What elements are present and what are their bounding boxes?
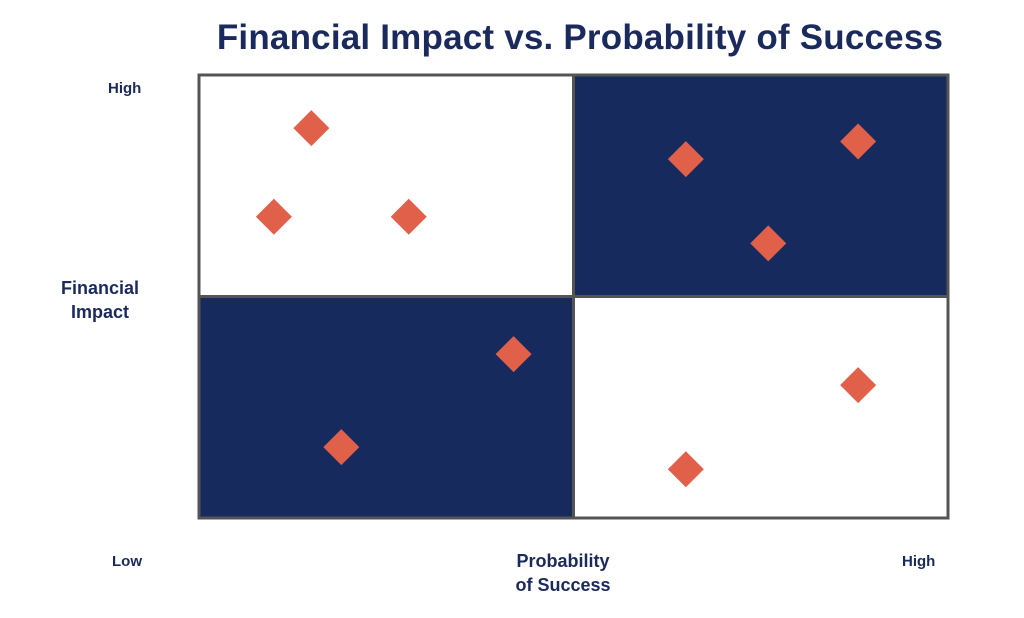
data-point-9	[840, 367, 877, 404]
plot-border	[197, 73, 950, 520]
quadrant-top-right	[573, 75, 948, 297]
axis-low-label: Low	[112, 553, 142, 570]
quadrant-top-left	[199, 75, 574, 297]
marker-layer	[255, 110, 877, 488]
data-point-8	[323, 429, 360, 466]
data-point-5	[840, 123, 877, 160]
x-axis-title: Probability of Success	[490, 549, 636, 597]
data-point-1	[293, 110, 330, 147]
quadrant-bottom-left	[199, 296, 574, 518]
data-point-4	[667, 141, 704, 178]
data-point-3	[390, 198, 427, 235]
data-point-7	[495, 336, 532, 373]
data-point-2	[255, 198, 292, 235]
y-axis-title-line-2: Impact	[70, 302, 130, 322]
quadrant-bottom-right	[573, 296, 948, 518]
quadrant-layer	[199, 75, 948, 518]
data-point-10	[667, 451, 704, 488]
x-axis-title-line-1: Probability	[516, 551, 610, 571]
chart-title: Financial Impact vs. Probability of Succ…	[216, 18, 944, 57]
x-axis-title-line-2: of Success	[515, 575, 611, 595]
y-axis-high-label: High	[108, 80, 142, 97]
x-axis-high-label: High	[902, 553, 936, 570]
data-point-6	[750, 225, 787, 262]
y-axis-title-line-1: Financial	[60, 278, 140, 298]
y-axis-title: Financial Impact	[48, 276, 152, 324]
frame-layer	[197, 73, 950, 520]
